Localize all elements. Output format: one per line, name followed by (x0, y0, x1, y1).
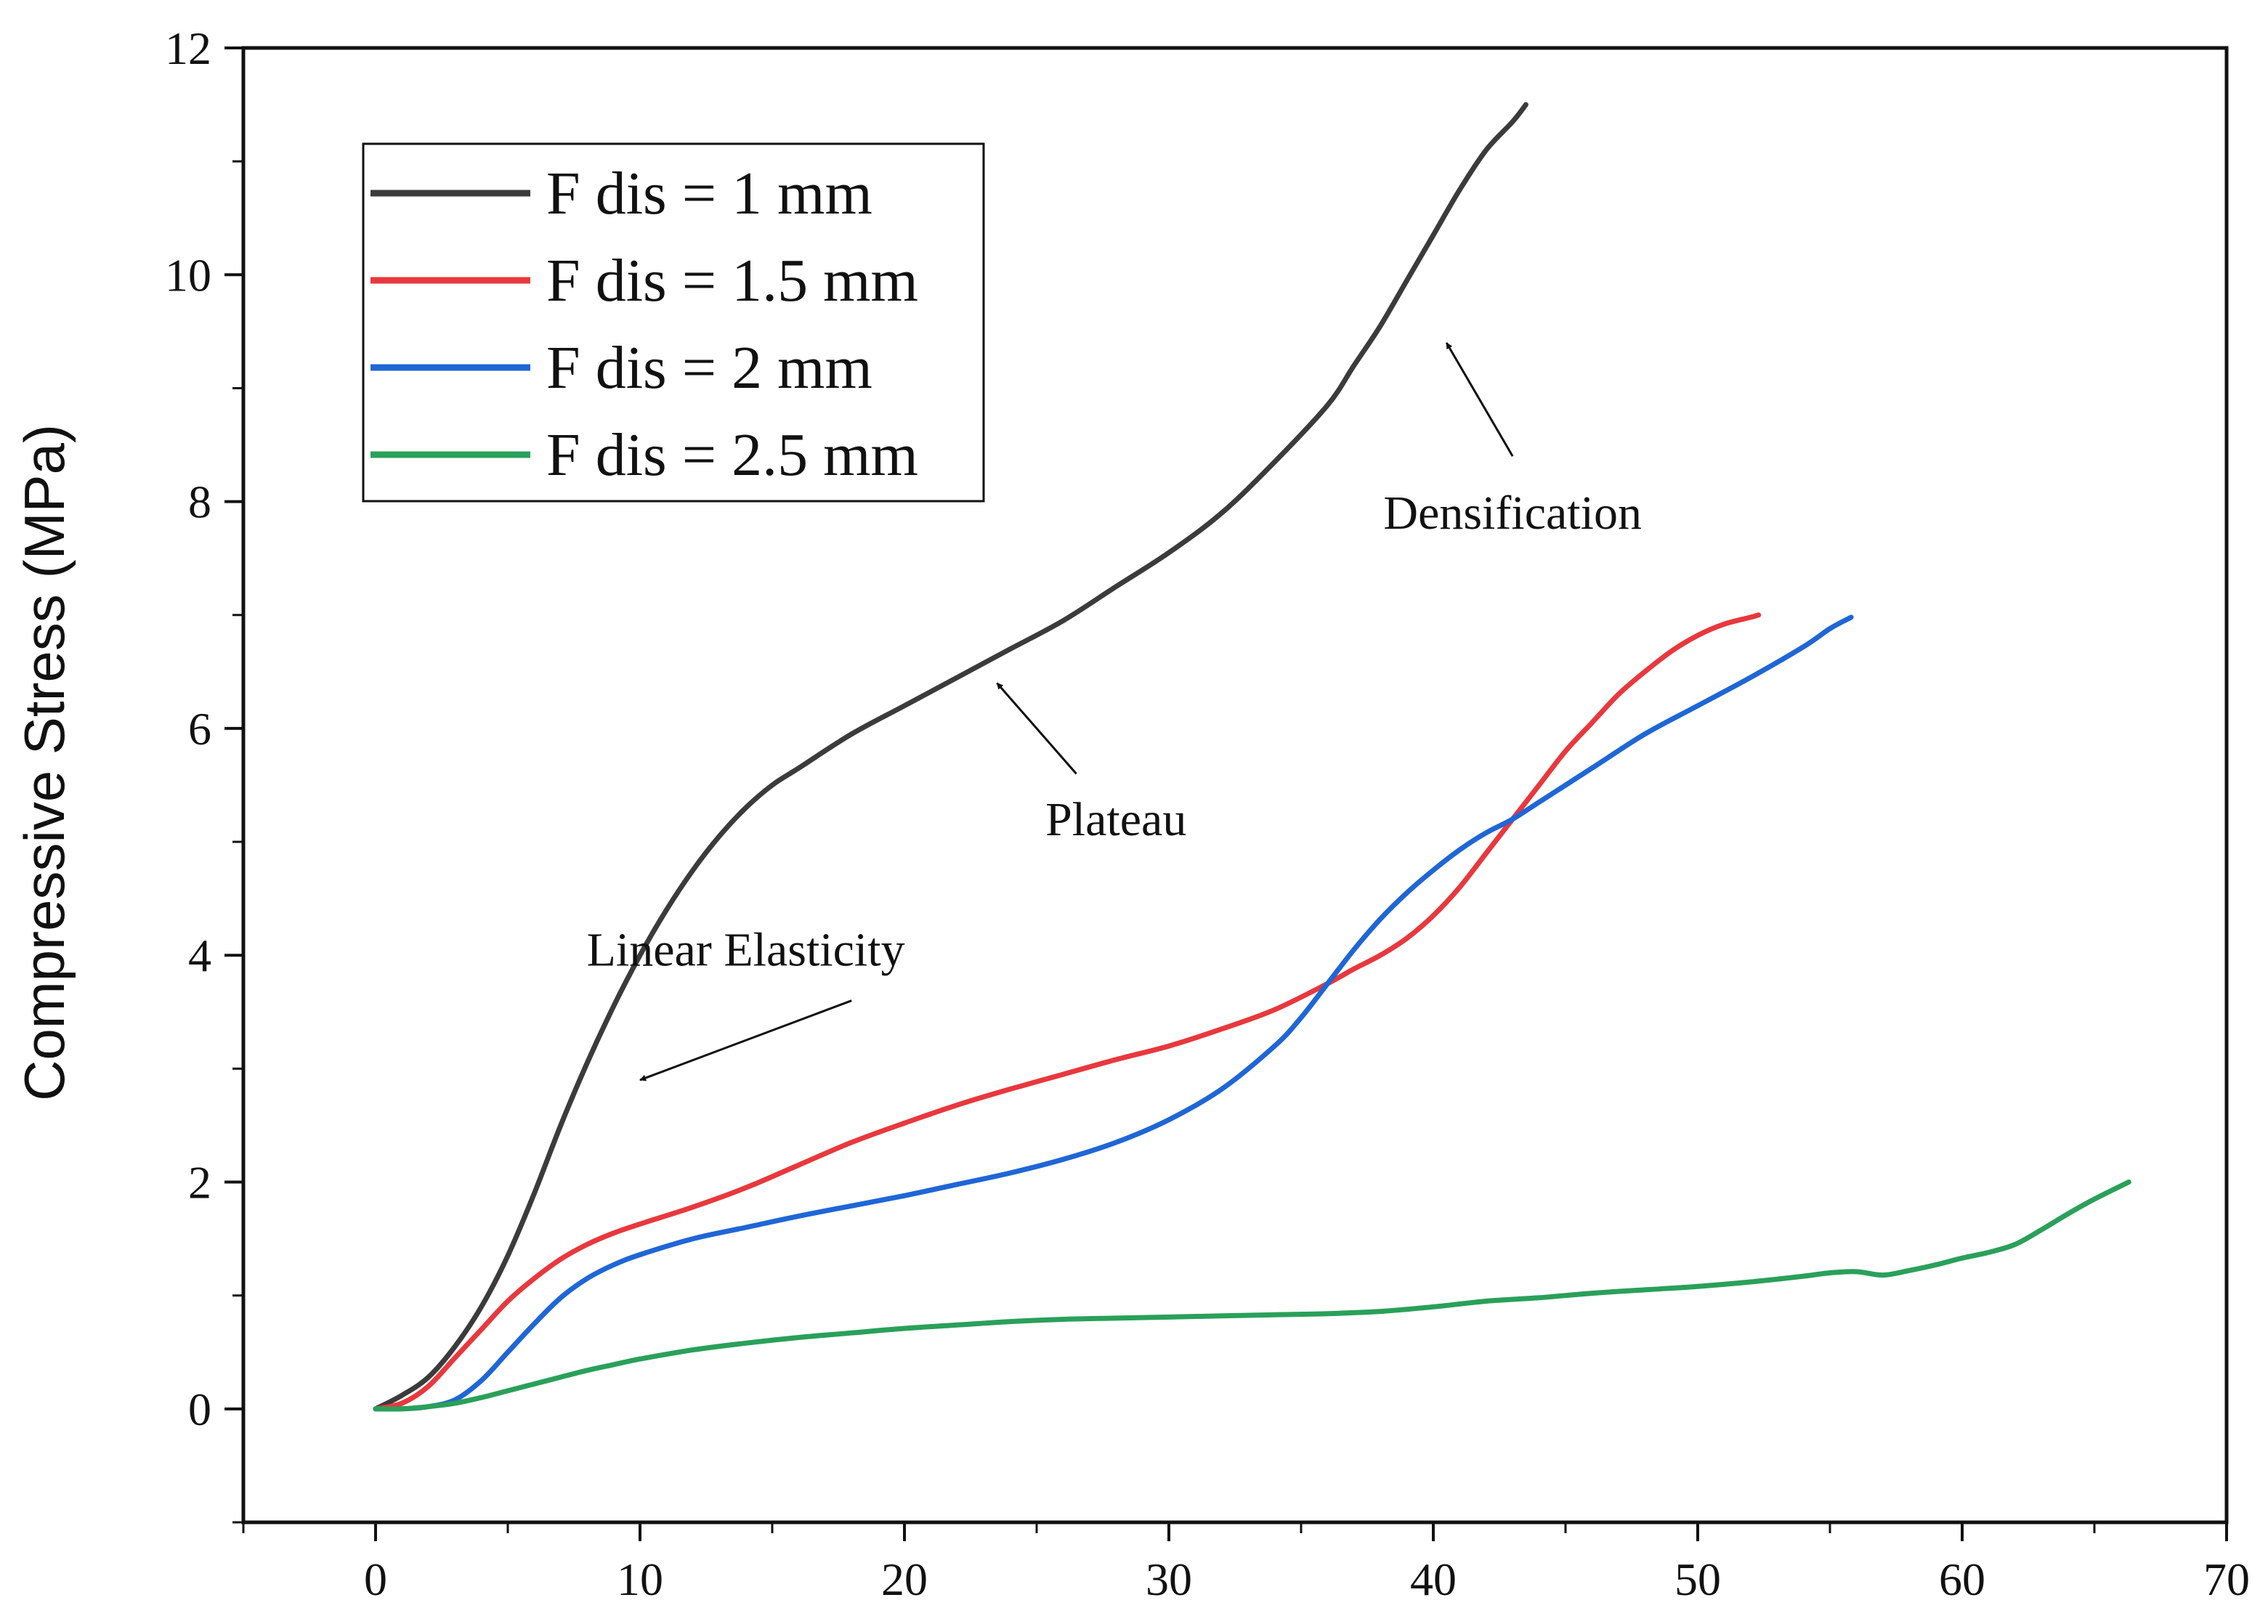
x-tick-label: 60 (1939, 1554, 1985, 1605)
annotation-arrow-linear-elasticity (639, 999, 852, 1081)
series-line-1mm (373, 102, 1528, 1412)
annotations: Linear Elasticity Plateau Densification (587, 342, 1642, 1081)
annotation-label-plateau: Plateau (1045, 793, 1186, 846)
series-line-2mm (373, 614, 1854, 1412)
x-tick-label: 0 (364, 1554, 387, 1605)
annotation-arrow-plateau (996, 682, 1077, 775)
x-tick-label: 50 (1674, 1554, 1721, 1605)
annotation-label-densification: Densification (1383, 487, 1642, 540)
y-tick-label: 4 (188, 930, 211, 981)
legend-label-1-5mm: F dis = 1.5 mm (546, 247, 918, 314)
legend-label-2mm: F dis = 2 mm (546, 334, 872, 402)
x-tick-label: 10 (617, 1554, 663, 1605)
legend-box (362, 142, 985, 503)
y-tick-label: 12 (165, 23, 211, 74)
y-tick-label: 8 (188, 476, 211, 528)
x-tick-label: 70 (2203, 1554, 2250, 1605)
legend: F dis = 1 mm F dis = 1.5 mm F dis = 2 mm… (362, 142, 985, 503)
series-line-2-5mm (373, 1180, 2131, 1412)
series-group (373, 102, 2131, 1412)
annotation-label-linear-elasticity: Linear Elasticity (587, 923, 905, 976)
series-line-1-5mm (373, 612, 1762, 1412)
x-tick-label: 30 (1146, 1554, 1192, 1605)
y-axis-title: Compressive Stress (MPa) (12, 424, 76, 1101)
annotation-arrow-densification (1445, 342, 1514, 457)
legend-label-2-5mm: F dis = 2.5 mm (546, 421, 918, 489)
y-tick-label: 6 (188, 703, 211, 755)
legend-label-1mm: F dis = 1 mm (546, 160, 872, 227)
x-tick-label: 40 (1410, 1554, 1457, 1605)
axis-ticks (224, 46, 2228, 1541)
axis-tick-labels: 0 10 20 30 40 50 60 70 0 2 4 6 8 10 12 (165, 23, 2250, 1605)
plot-frame (241, 46, 2229, 1524)
x-tick-label: 20 (881, 1554, 928, 1605)
y-tick-label: 2 (188, 1157, 211, 1209)
y-tick-label: 0 (188, 1384, 211, 1435)
y-tick-label: 10 (165, 249, 211, 301)
